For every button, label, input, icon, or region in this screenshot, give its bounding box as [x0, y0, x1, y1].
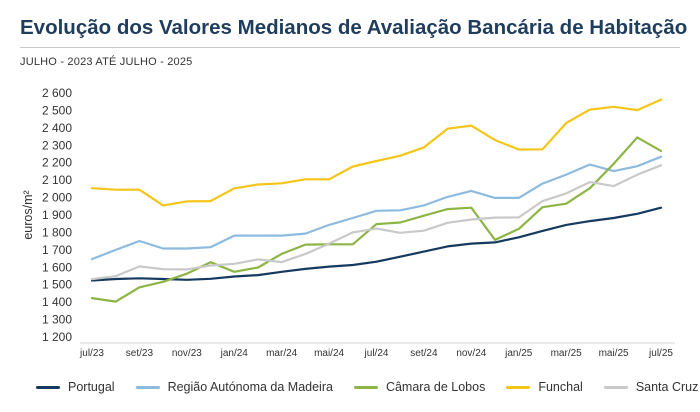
- y-tick-label: 1 400: [42, 295, 72, 309]
- y-tick-label: 1 300: [42, 313, 72, 327]
- title-divider: [20, 47, 680, 48]
- legend-swatch: [603, 385, 628, 389]
- y-tick-label: 1 900: [42, 208, 72, 222]
- legend-swatch: [506, 385, 531, 389]
- series-line-regiao-autonoma-da-madeira: [90, 155, 663, 261]
- x-tick-label: nov/24: [456, 348, 486, 359]
- x-tick-label: jan/24: [220, 348, 249, 359]
- series-line-camara-de-lobos: [90, 136, 663, 303]
- x-tick-label: jul/25: [648, 348, 673, 359]
- x-tick-label: jul/24: [364, 348, 389, 359]
- series-line-funchal: [90, 98, 663, 207]
- y-tick-label: 2 100: [42, 173, 72, 187]
- legend-swatch: [353, 385, 378, 389]
- legend-item: Câmara de Lobos: [353, 380, 486, 394]
- x-tick-label: mai/25: [599, 348, 629, 359]
- legend-label: Câmara de Lobos: [385, 380, 486, 394]
- y-tick-label: 2 000: [42, 191, 72, 205]
- series-line-portugal: [90, 206, 663, 282]
- x-tick-label: nov/23: [172, 348, 202, 359]
- legend-item: Funchal: [506, 380, 583, 394]
- chart-legend: Portugal Região Autónoma da Madeira Câmara…: [36, 380, 698, 394]
- y-tick-label: 2 200: [42, 156, 72, 170]
- legend-label: Portugal: [68, 380, 115, 394]
- y-tick-label: 1 500: [42, 278, 72, 292]
- chart-subtitle: JULHO - 2023 ATÉ JULHO - 2025: [20, 56, 193, 68]
- x-tick-label: jan/25: [504, 348, 533, 359]
- x-tick-label: mar/24: [266, 348, 298, 359]
- legend-swatch: [36, 385, 60, 389]
- x-tick-label: set/24: [410, 348, 438, 359]
- y-tick-label: 2 300: [42, 138, 72, 152]
- y-tick-label: 1 800: [42, 225, 72, 239]
- legend-item: Região Autónoma da Madeira: [135, 380, 333, 394]
- x-tick-label: mar/25: [551, 348, 583, 359]
- legend-label: Região Autónoma da Madeira: [167, 380, 333, 394]
- y-tick-label: 1 700: [42, 243, 72, 257]
- x-tick-label: mai/24: [314, 348, 344, 359]
- y-tick-label: 1 200: [42, 330, 72, 344]
- legend-label: Funchal: [538, 380, 583, 394]
- y-tick-label: 2 600: [42, 86, 72, 100]
- y-tick-label: 2 500: [42, 103, 72, 117]
- y-tick-label: 1 600: [42, 260, 72, 274]
- legend-item: Santa Cruz: [603, 380, 699, 394]
- legend-label: Santa Cruz: [635, 380, 699, 394]
- legend-item: Portugal: [36, 380, 115, 394]
- y-axis-label: euros/m²: [21, 190, 35, 239]
- series-line-santa-cruz: [90, 164, 663, 281]
- y-tick-label: 2 400: [42, 121, 72, 135]
- x-tick-label: jul/23: [79, 348, 104, 359]
- x-tick-label: set/23: [126, 348, 154, 359]
- legend-swatch: [135, 385, 160, 389]
- chart-title: Evolução dos Valores Medianos de Avaliaç…: [20, 16, 688, 39]
